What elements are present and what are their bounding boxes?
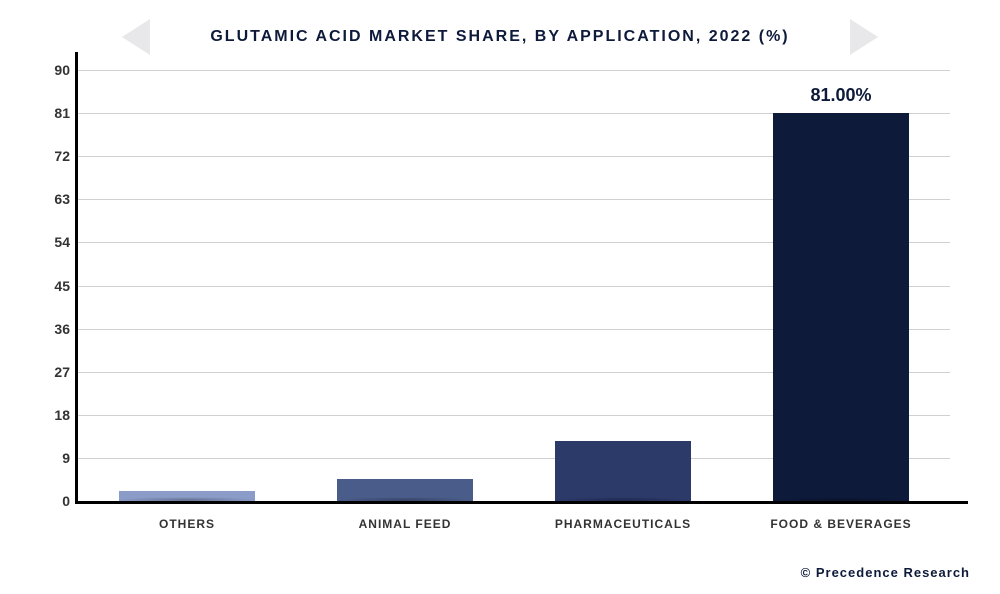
bar-slot: Others bbox=[78, 70, 296, 501]
x-tick-label: Food & Beverages bbox=[770, 517, 911, 531]
chart-title: Glutamic Acid Market Share, By Applicati… bbox=[210, 28, 789, 46]
x-axis-cap bbox=[950, 501, 968, 504]
title-wrapper: Glutamic Acid Market Share, By Applicati… bbox=[30, 20, 970, 54]
bar-shadow bbox=[334, 497, 475, 503]
bar-slot: Animal Feed bbox=[296, 70, 514, 501]
bar bbox=[555, 441, 690, 501]
y-axis-cap bbox=[75, 52, 78, 70]
bar-slot: Pharmaceuticals bbox=[514, 70, 732, 501]
bar-shadow bbox=[116, 497, 257, 503]
bar-value-label: 81.00% bbox=[810, 85, 871, 106]
bars-row: OthersAnimal FeedPharmaceuticals81.00%Fo… bbox=[78, 70, 950, 501]
plot-area: 09182736455463728190 OthersAnimal FeedPh… bbox=[75, 70, 950, 504]
chart-container: Glutamic Acid Market Share, By Applicati… bbox=[0, 0, 1000, 594]
bar bbox=[337, 479, 472, 501]
y-tick-label: 81 bbox=[40, 105, 70, 121]
y-tick-label: 18 bbox=[40, 407, 70, 423]
bar: 81.00% bbox=[773, 113, 908, 501]
bar bbox=[119, 491, 254, 501]
y-tick-label: 90 bbox=[40, 62, 70, 78]
bar-shadow bbox=[770, 497, 911, 503]
attribution: © Precedence Research bbox=[801, 565, 970, 580]
bar-shadow bbox=[552, 497, 693, 503]
y-tick-label: 54 bbox=[40, 234, 70, 250]
bar-slot: 81.00%Food & Beverages bbox=[732, 70, 950, 501]
x-tick-label: Animal Feed bbox=[359, 517, 452, 531]
y-tick-label: 9 bbox=[40, 450, 70, 466]
y-tick-label: 0 bbox=[40, 493, 70, 509]
y-tick-label: 27 bbox=[40, 364, 70, 380]
x-tick-label: Pharmaceuticals bbox=[555, 517, 691, 531]
x-tick-label: Others bbox=[159, 517, 215, 531]
y-tick-label: 45 bbox=[40, 278, 70, 294]
y-tick-label: 72 bbox=[40, 148, 70, 164]
y-tick-label: 36 bbox=[40, 321, 70, 337]
title-ribbon: Glutamic Acid Market Share, By Applicati… bbox=[150, 20, 849, 54]
y-tick-label: 63 bbox=[40, 191, 70, 207]
